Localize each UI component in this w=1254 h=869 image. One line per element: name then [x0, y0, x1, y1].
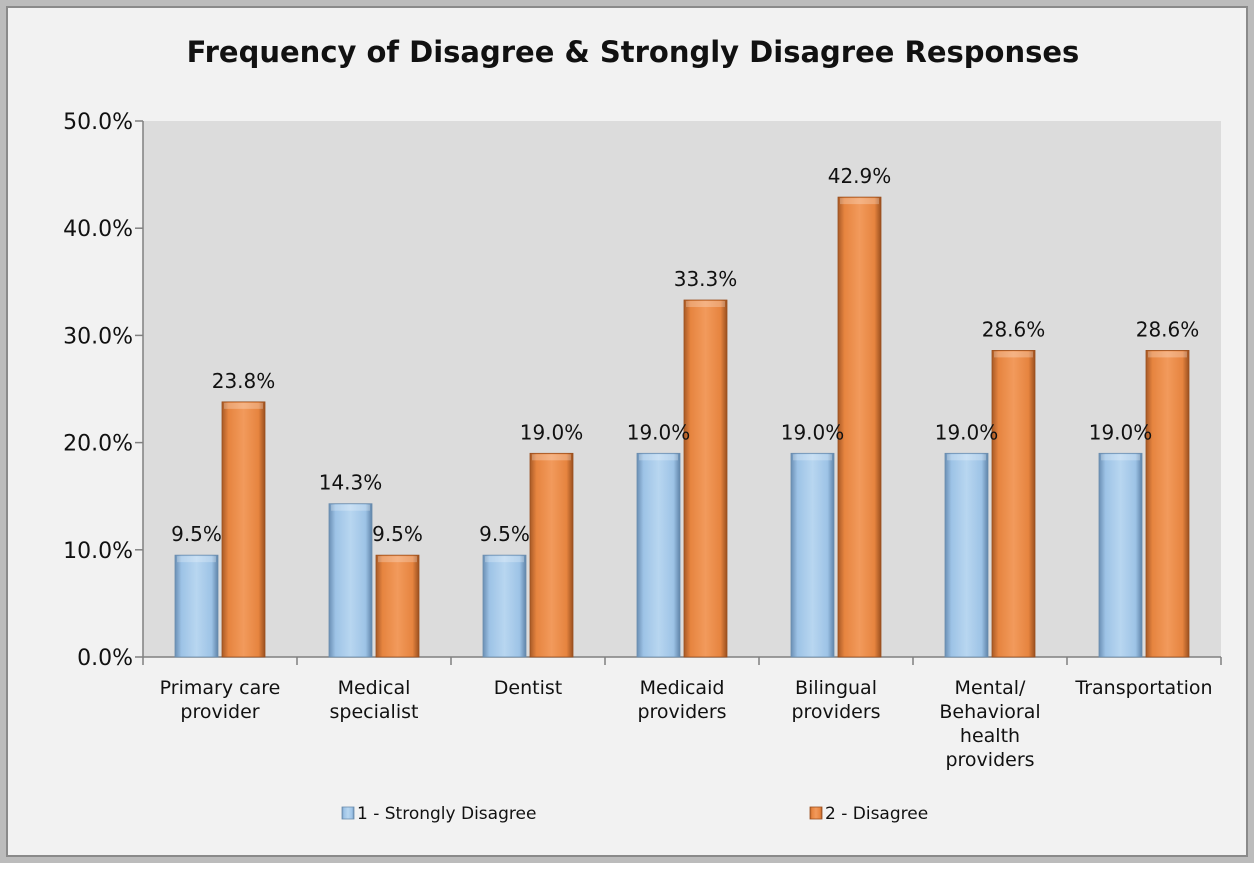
bar-disagree	[375, 554, 420, 658]
bar-disagree	[683, 299, 728, 658]
x-category-label: Transportation	[1074, 677, 1212, 699]
bar-strongly-disagree	[174, 554, 219, 658]
x-category-label: Mental/	[955, 677, 1026, 699]
value-label: 28.6%	[1136, 317, 1200, 341]
bar-bevel	[331, 504, 370, 511]
x-category-label: providers	[791, 701, 880, 723]
x-category-label: providers	[637, 701, 726, 723]
bar-bevel	[686, 301, 725, 308]
x-category-label: Medicaid	[640, 677, 725, 699]
value-label: 14.3%	[319, 471, 383, 495]
bar-bevel	[378, 556, 417, 563]
value-label: 19.0%	[520, 420, 584, 444]
bar-bevel	[177, 556, 216, 563]
bar-bevel	[639, 454, 678, 461]
legend-swatch	[341, 806, 355, 820]
value-label: 9.5%	[479, 522, 530, 546]
bar-bevel	[1101, 454, 1140, 461]
x-category-label: Dentist	[494, 677, 562, 699]
x-category-label: Bilingual	[795, 677, 877, 699]
y-tick-label: 30.0%	[63, 324, 133, 349]
x-category-label: Behavioral	[939, 701, 1040, 723]
value-label: 19.0%	[1089, 420, 1153, 444]
value-label: 9.5%	[372, 522, 423, 546]
y-tick-label: 50.0%	[63, 110, 133, 135]
legend: 1 - Strongly Disagree 2 - Disagree	[341, 804, 928, 824]
bar-chart: Frequency of Disagree & Strongly Disagre…	[63, 35, 1222, 824]
legend-label: 1 - Strongly Disagree	[357, 804, 536, 824]
bar-bevel	[793, 454, 832, 461]
bar-strongly-disagree	[328, 503, 373, 658]
bar-strongly-disagree	[790, 452, 835, 658]
bar-disagree	[837, 196, 882, 658]
bar-bevel	[485, 556, 524, 563]
bar-strongly-disagree	[482, 554, 527, 658]
bar-bevel	[532, 454, 571, 461]
legend-swatch	[809, 806, 823, 820]
bar-disagree	[221, 401, 266, 658]
bar-disagree	[529, 452, 574, 658]
value-labels: 9.5% 14.3% 9.5% 19.0% 19.0% 19.0% 19.0% 23.8% 9.…	[171, 164, 1199, 546]
x-category-label: health	[960, 725, 1020, 747]
bar-disagree	[1145, 350, 1190, 658]
bar-bevel	[1148, 351, 1187, 358]
x-category-label: Primary care	[160, 677, 281, 699]
bar-strongly-disagree	[1098, 452, 1143, 658]
x-category-label: Medical	[338, 677, 411, 699]
y-tick-label: 0.0%	[77, 646, 133, 671]
bar-bevel	[947, 454, 986, 461]
x-category-label: provider	[180, 701, 259, 723]
value-label: 28.6%	[982, 317, 1046, 341]
plot-area	[143, 121, 1221, 657]
value-label: 19.0%	[627, 420, 691, 444]
value-label: 9.5%	[171, 522, 222, 546]
bar-strongly-disagree	[636, 452, 681, 658]
chart-title: Frequency of Disagree & Strongly Disagre…	[187, 35, 1080, 69]
value-label: 42.9%	[828, 164, 892, 188]
bar-bevel	[224, 402, 263, 409]
y-tick-label: 20.0%	[63, 432, 133, 457]
y-axis: 0.0% 10.0% 20.0% 30.0% 40.0% 50.0%	[63, 110, 144, 671]
y-tick-label: 40.0%	[63, 217, 133, 242]
bars	[174, 196, 1190, 658]
value-label: 33.3%	[674, 267, 738, 291]
y-tick-label: 10.0%	[63, 539, 133, 564]
x-category-label: specialist	[330, 701, 419, 723]
bar-disagree	[991, 350, 1036, 658]
bar-strongly-disagree	[944, 452, 989, 658]
value-label: 19.0%	[935, 420, 999, 444]
bar-bevel	[994, 351, 1033, 358]
value-label: 23.8%	[212, 369, 276, 393]
bar-bevel	[840, 198, 879, 205]
x-category-label: providers	[945, 749, 1034, 771]
legend-label: 2 - Disagree	[825, 804, 928, 824]
value-label: 19.0%	[781, 420, 845, 444]
